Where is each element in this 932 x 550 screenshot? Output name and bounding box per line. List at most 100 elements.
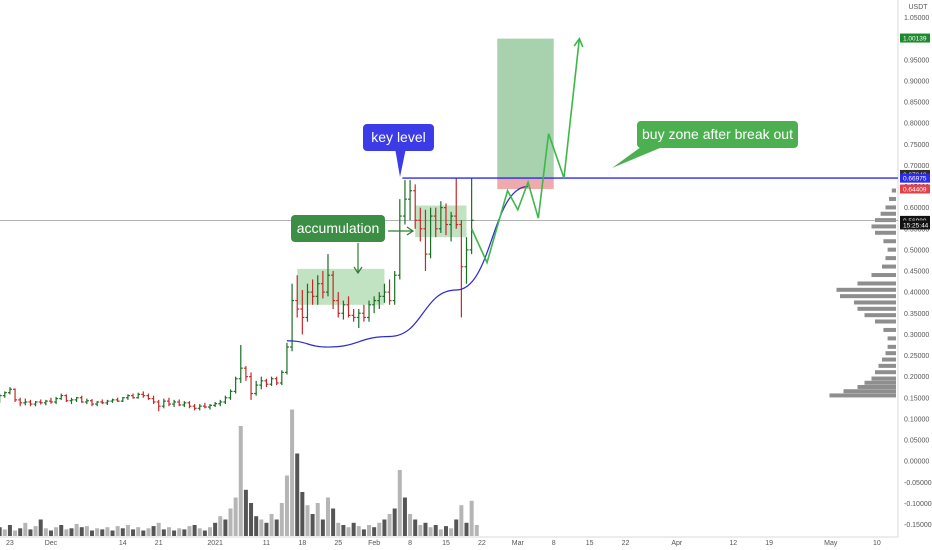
candle (300, 290, 305, 335)
volume-bar (84, 526, 89, 536)
volume-bar (259, 519, 264, 536)
volume-bar (110, 530, 115, 536)
candle (377, 292, 382, 310)
candle (367, 300, 372, 322)
price-tick-label: 0.70000 (904, 163, 929, 170)
volume-bar (254, 516, 259, 536)
candle (392, 271, 397, 305)
volume-profile-bar (871, 273, 896, 278)
candle (325, 254, 330, 297)
volume-bar (100, 529, 105, 536)
candle (233, 376, 238, 394)
candle (197, 404, 202, 411)
volume-bar (105, 527, 110, 536)
volume-bar (38, 519, 43, 536)
candle (161, 398, 166, 409)
candle (320, 271, 325, 299)
volume-bar (95, 528, 100, 536)
volume-bar (54, 527, 59, 536)
candle (13, 388, 18, 402)
candle (33, 401, 38, 407)
time-tick-label: 2021 (207, 540, 223, 547)
volume-profile-bar (871, 224, 896, 229)
volume-bar (161, 529, 166, 536)
volume-bar (59, 525, 64, 536)
candle (269, 376, 274, 386)
candle (402, 180, 407, 225)
key-level-callout-pointer (395, 148, 406, 177)
volume-profile (829, 188, 896, 398)
candle (356, 309, 361, 329)
candle (90, 399, 95, 407)
volume-profile-bar (871, 376, 896, 381)
candle (23, 398, 28, 406)
volume-bar (48, 530, 53, 536)
accumulation-arrow-down (353, 243, 363, 275)
candle (295, 275, 300, 318)
accumulation-callout: accumulation (291, 215, 415, 275)
time-tick-label: 12 (729, 540, 737, 547)
key-level-callout: key level (363, 124, 434, 177)
volume-bar (74, 523, 79, 536)
candle (202, 402, 207, 409)
volume-profile-bar (878, 363, 896, 368)
candle (279, 370, 284, 386)
support-curve (286, 185, 529, 348)
accumulation-callout-text: accumulation (297, 220, 380, 236)
volume-bar (474, 525, 479, 536)
candle (2, 391, 7, 398)
volume-bar (423, 522, 428, 536)
volume-bar (295, 453, 300, 536)
volume-bar (131, 529, 136, 536)
price-tick-label: 0.10000 (904, 416, 929, 423)
candle (238, 344, 243, 383)
volume-bar (397, 470, 402, 536)
key-level-callout-box (363, 124, 434, 151)
buy-zone-callout-box (637, 121, 798, 148)
volume-profile-bar (887, 344, 896, 349)
volume-bar (218, 516, 223, 536)
time-tick-label: 10 (873, 540, 881, 547)
candle (223, 395, 228, 405)
accumulation-callout-box (291, 215, 385, 242)
candle (95, 401, 100, 407)
price-tick-label: 0.20000 (904, 374, 929, 381)
volume-profile-bar (857, 306, 896, 311)
price-tick-label: -0.15000 (904, 522, 932, 529)
time-tick-label: 19 (765, 540, 773, 547)
volume-bar (90, 530, 95, 536)
price-tag-label: 1.00139 (903, 36, 927, 43)
volume-profile-bar (864, 380, 896, 385)
volume-bar (7, 525, 12, 536)
candle (125, 394, 130, 400)
volume-bar (284, 475, 289, 536)
candle (438, 201, 443, 233)
candle (182, 401, 187, 408)
projection-arrowhead (573, 36, 584, 48)
volume-profile-bar (885, 351, 896, 356)
volume-bar (182, 529, 187, 536)
volume-bar (274, 519, 279, 536)
candle (459, 220, 464, 318)
volume-profile-bar (854, 300, 896, 305)
candle (284, 342, 289, 375)
price-tag-box (900, 215, 930, 225)
time-tick-label: 25 (334, 540, 342, 547)
candle (7, 387, 12, 395)
buy-zone-callout-text: buy zone after break out (642, 126, 793, 142)
volume-bar (115, 526, 120, 536)
volume-bar (233, 497, 238, 536)
volume-bar (28, 529, 33, 536)
candle (213, 401, 218, 408)
candle (192, 404, 197, 411)
candle (305, 283, 310, 322)
price-tag-box (900, 33, 930, 43)
stop-zone (497, 178, 554, 190)
time-tick-label: 8 (552, 540, 556, 547)
key-level-callout-text: key level (371, 129, 425, 145)
candle (418, 207, 423, 242)
candle (310, 279, 315, 305)
volume-bar (382, 519, 387, 536)
volume-bar (223, 519, 228, 536)
